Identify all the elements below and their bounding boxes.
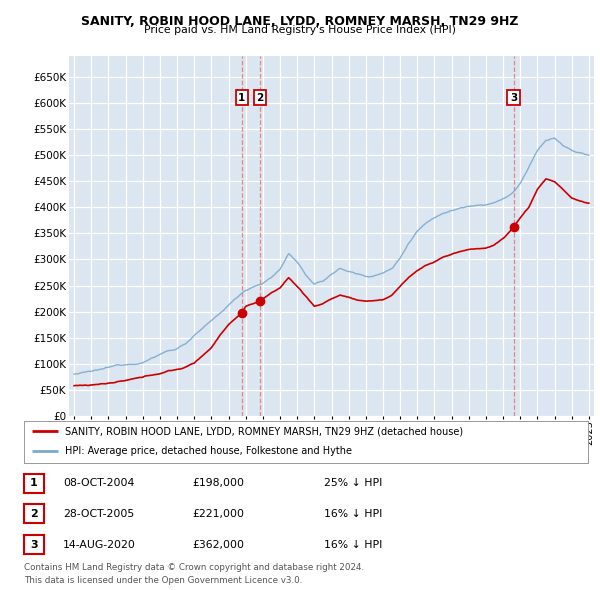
Text: 14-AUG-2020: 14-AUG-2020 bbox=[63, 540, 136, 549]
Text: Price paid vs. HM Land Registry's House Price Index (HPI): Price paid vs. HM Land Registry's House … bbox=[144, 25, 456, 35]
Text: HPI: Average price, detached house, Folkestone and Hythe: HPI: Average price, detached house, Folk… bbox=[65, 446, 352, 456]
Text: SANITY, ROBIN HOOD LANE, LYDD, ROMNEY MARSH, TN29 9HZ: SANITY, ROBIN HOOD LANE, LYDD, ROMNEY MA… bbox=[81, 15, 519, 28]
Text: 3: 3 bbox=[30, 540, 38, 549]
Text: 2: 2 bbox=[256, 93, 263, 103]
Text: £198,000: £198,000 bbox=[192, 478, 244, 488]
Text: 1: 1 bbox=[30, 478, 38, 488]
Text: 25% ↓ HPI: 25% ↓ HPI bbox=[324, 478, 382, 488]
Text: This data is licensed under the Open Government Licence v3.0.: This data is licensed under the Open Gov… bbox=[24, 576, 302, 585]
Text: 28-OCT-2005: 28-OCT-2005 bbox=[63, 509, 134, 519]
Text: £362,000: £362,000 bbox=[192, 540, 244, 549]
Text: £221,000: £221,000 bbox=[192, 509, 244, 519]
Text: Contains HM Land Registry data © Crown copyright and database right 2024.: Contains HM Land Registry data © Crown c… bbox=[24, 563, 364, 572]
Text: SANITY, ROBIN HOOD LANE, LYDD, ROMNEY MARSH, TN29 9HZ (detached house): SANITY, ROBIN HOOD LANE, LYDD, ROMNEY MA… bbox=[65, 427, 463, 436]
Text: 16% ↓ HPI: 16% ↓ HPI bbox=[324, 540, 382, 549]
Text: 16% ↓ HPI: 16% ↓ HPI bbox=[324, 509, 382, 519]
Text: 08-OCT-2004: 08-OCT-2004 bbox=[63, 478, 134, 488]
Text: 3: 3 bbox=[510, 93, 517, 103]
Bar bbox=[514, 56, 594, 416]
Text: 1: 1 bbox=[238, 93, 245, 103]
Text: 2: 2 bbox=[30, 509, 38, 519]
